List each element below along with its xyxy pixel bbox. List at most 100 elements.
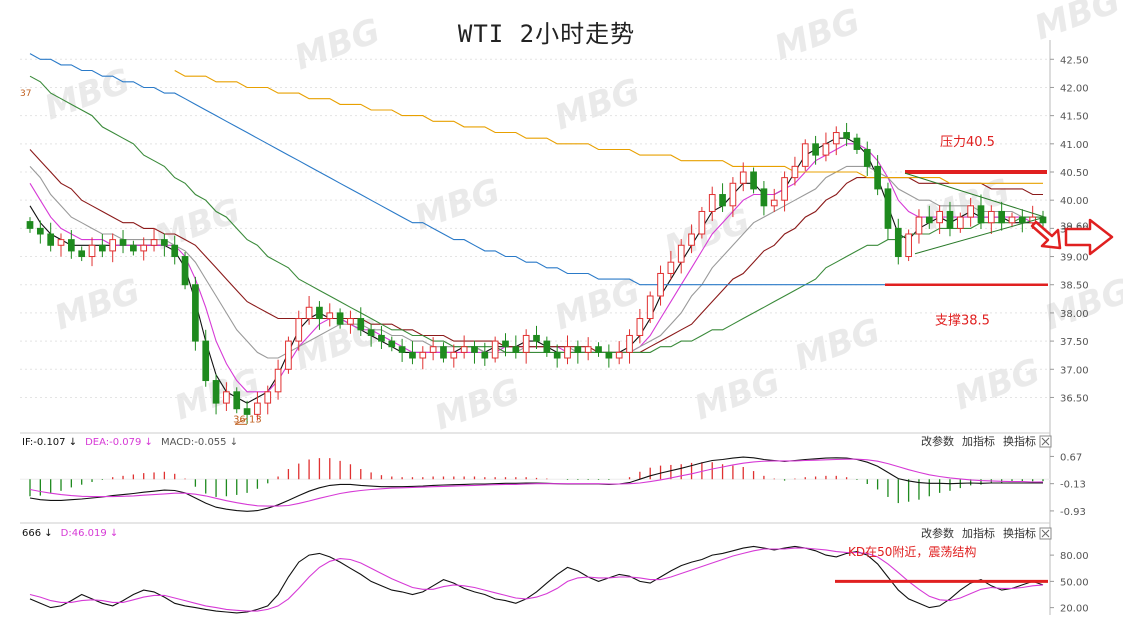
candle-body [285,340,292,370]
candle-body [915,216,923,235]
low-marker-label: 36.13 [233,414,262,425]
candle-body [905,233,912,258]
candle-body [553,351,561,359]
candle-body [68,239,75,252]
candle [130,240,137,256]
candle [801,139,809,171]
candle-body [223,391,230,404]
kd-button[interactable]: 改参数 [921,526,954,540]
candle [1018,209,1026,233]
candle-body [1018,216,1026,224]
kd-y-tick-label: 20.00 [1060,604,1089,615]
candle [956,212,964,233]
candle-body [429,346,437,353]
candle-body [543,340,551,353]
close-cross[interactable] [1041,437,1050,446]
candle-body [832,132,840,145]
candle [192,276,199,351]
candle-body [161,239,168,246]
candle [987,205,995,234]
candle [212,374,220,415]
candle-body [202,340,210,382]
watermark-logo: MBG [689,361,785,429]
macd-button[interactable]: 换指标 [1003,434,1036,448]
close-cross[interactable] [1041,529,1050,538]
candle [88,237,96,267]
candle-body [264,391,272,404]
candle-body [305,306,313,320]
candle [1008,212,1016,228]
candle [657,265,664,306]
candle [574,340,582,364]
watermark-logo: MBG [149,191,245,259]
candle-body [956,216,964,229]
candle [874,155,881,196]
candle-body [171,244,179,258]
macd-close-icon[interactable] [1039,435,1052,448]
candle-body [967,205,974,218]
candle [781,171,788,212]
candle-body [481,351,489,359]
candle-body [863,148,871,167]
candle [471,340,478,364]
candle [843,122,850,147]
candle [915,209,923,244]
candle [285,336,292,374]
candle [491,336,499,363]
y-tick-label: 37.00 [1060,365,1089,376]
candle-body [760,188,768,207]
candle [750,167,757,194]
candle [698,206,706,239]
candle-body [512,346,520,353]
candle-body [460,346,468,353]
macd-button[interactable]: 改参数 [921,434,954,448]
current-price-label: 39.60 [1060,222,1089,233]
candle [936,205,943,234]
candle-body [636,318,644,336]
candle-body [326,312,334,320]
watermark-logo: MBG [49,271,145,339]
candle [295,310,303,351]
candle [150,228,158,252]
y-tick-label: 41.50 [1060,112,1089,123]
watermark-logo: MBG [289,11,385,79]
candle [367,323,375,347]
kd-button[interactable]: 换指标 [1003,526,1036,540]
y-tick-label: 37.50 [1060,337,1089,348]
candle [47,222,55,252]
watermark-logo: MBG [1029,0,1123,48]
candle-body [409,351,416,359]
candle-body [99,244,106,252]
y-tick-label: 42.50 [1060,55,1089,66]
kd-close-icon[interactable] [1039,527,1052,540]
candle [378,325,385,349]
candle-body [729,182,737,207]
candle-body [884,188,892,229]
candle-body [36,227,44,235]
macd-button[interactable]: 加指标 [962,434,995,448]
candle-body [584,346,592,353]
right-arrow-icon [1064,218,1114,256]
triangle-upper-line [904,172,1046,218]
candle [181,252,189,290]
candle-body [843,132,850,139]
candle-body [347,318,354,325]
candle [946,201,954,237]
kd-legend-item: D:46.019 ↓ [61,528,119,539]
candle [977,194,985,229]
candle [419,346,427,370]
candle [450,344,458,368]
candle [998,201,1005,231]
candle [326,303,334,327]
y-tick-label: 41.00 [1060,140,1089,151]
candle [863,141,871,176]
candle [646,291,654,324]
watermark-logo: MBG [429,371,525,439]
candle-body [853,137,861,150]
y-tick-label: 40.00 [1060,196,1089,207]
candle-body [791,165,799,179]
macd-y-tick-label: 0.67 [1060,452,1082,463]
candle-body [150,239,158,246]
kd-button[interactable]: 加指标 [962,526,995,540]
candle [584,337,592,361]
